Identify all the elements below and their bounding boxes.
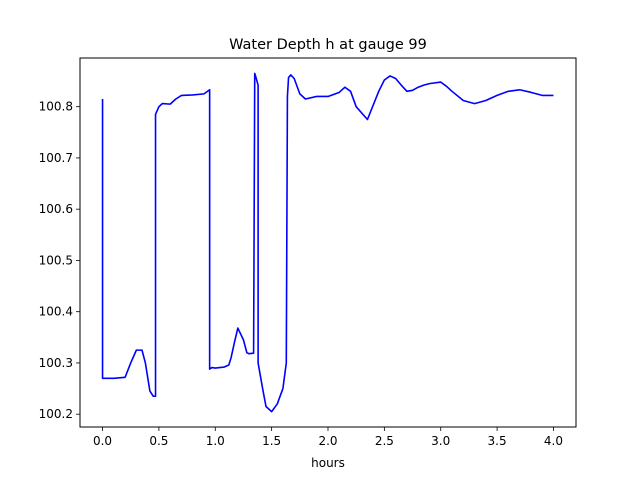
y-tick-label: 100.3 (39, 356, 73, 370)
y-tick-label: 100.5 (39, 253, 73, 267)
x-tick-label: 2.5 (375, 434, 394, 448)
x-tick-label: 0.0 (93, 434, 112, 448)
y-axis: 100.2 100.3 100.4 100.5 100.6 100.7 100.8 (39, 100, 80, 421)
x-tick-label: 0.5 (149, 434, 168, 448)
x-tick-label: 4.0 (544, 434, 563, 448)
x-axis: 0.0 0.5 1.0 1.5 2.0 2.5 3.0 3.5 4.0 (93, 427, 563, 448)
y-tick-label: 100.4 (39, 305, 73, 319)
y-tick-label: 100.2 (39, 407, 73, 421)
y-tick-label: 100.7 (39, 151, 73, 165)
x-axis-label: hours (311, 456, 345, 470)
x-tick-label: 1.5 (262, 434, 281, 448)
y-tick-label: 100.8 (39, 100, 73, 114)
chart-title: Water Depth h at gauge 99 (229, 37, 427, 53)
series-line-0 (101, 72, 554, 413)
plot-area (101, 72, 554, 413)
x-tick-label: 3.0 (431, 434, 450, 448)
plot-frame (79, 57, 577, 428)
x-tick-label: 2.0 (318, 434, 337, 448)
y-tick-label: 100.6 (39, 202, 73, 216)
x-tick-label: 3.5 (488, 434, 507, 448)
x-tick-label: 1.0 (206, 434, 225, 448)
